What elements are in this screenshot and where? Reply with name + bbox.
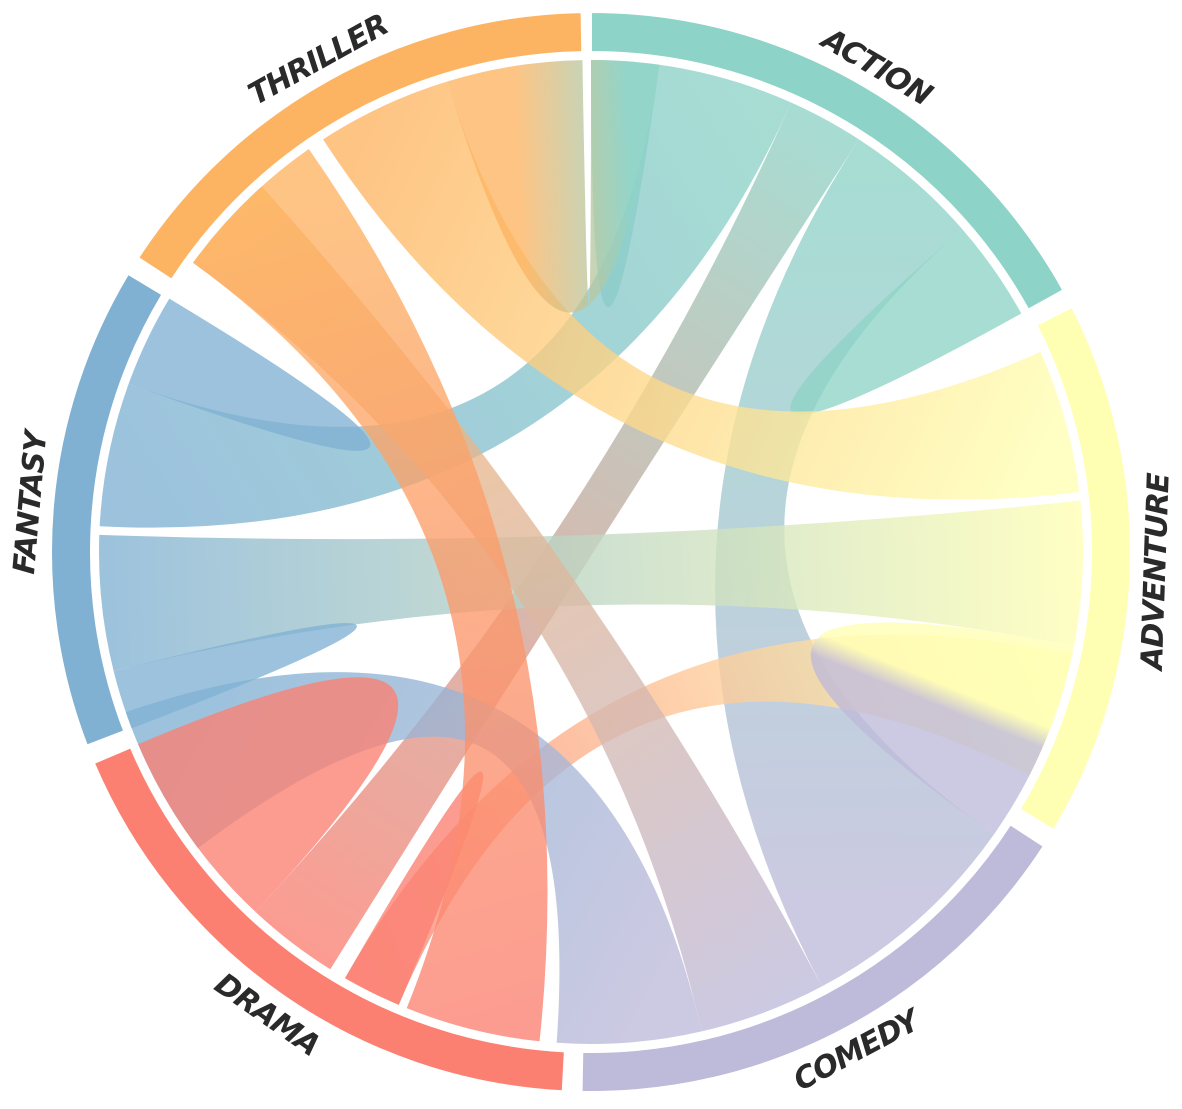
chord-comedy-thriller[interactable]: [192, 186, 822, 1032]
chord-drama-thriller[interactable]: [192, 148, 548, 1042]
chord-adventure-fantasy[interactable]: [99, 500, 1083, 672]
group-arc-action[interactable]: [590, 10, 1065, 311]
chord-action-drama[interactable]: [255, 102, 859, 970]
chord-fantasy-fantasy[interactable]: [113, 623, 357, 729]
chords-layer: [99, 60, 1083, 1044]
group-arc-drama[interactable]: [92, 746, 566, 1093]
chord-drama-drama[interactable]: [345, 771, 484, 1005]
group-label-adventure: ADVENTURE: [1135, 471, 1177, 672]
chord-drama-drama[interactable]: [138, 677, 399, 912]
inner-ring: [94, 55, 1088, 1049]
chord-action-action[interactable]: [790, 229, 1022, 415]
chord-adventure-comedy[interactable]: [810, 622, 1074, 835]
groups-layer: [50, 10, 1132, 1093]
group-label-fantasy: FANTASY: [7, 426, 55, 575]
group-arc-fantasy[interactable]: [50, 272, 164, 747]
group-arc-adventure[interactable]: [1018, 305, 1132, 832]
chord-adventure-thriller[interactable]: [323, 81, 1080, 500]
chord-action-comedy[interactable]: [715, 139, 995, 987]
group-arc-comedy[interactable]: [580, 822, 1046, 1093]
chord-thriller-action[interactable]: [447, 60, 660, 313]
chord-fantasy-fantasy[interactable]: [128, 298, 371, 451]
group-arc-thriller[interactable]: [136, 11, 584, 282]
